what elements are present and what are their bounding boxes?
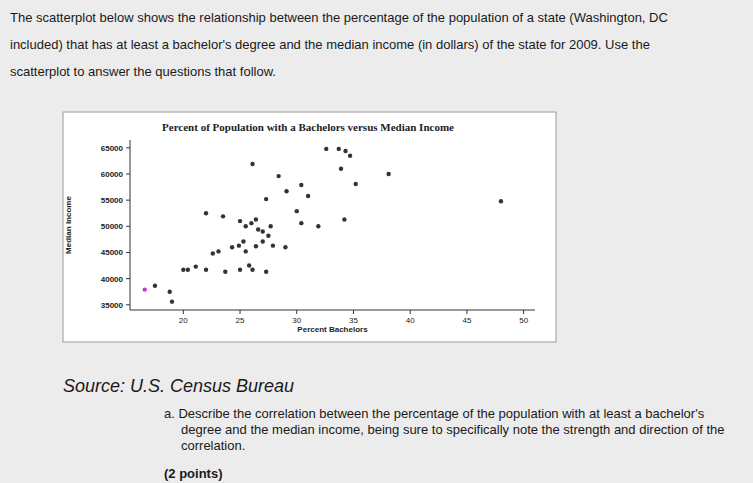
point xyxy=(254,244,258,248)
y-tick xyxy=(126,226,130,227)
point xyxy=(241,239,245,243)
point xyxy=(143,287,147,291)
point xyxy=(204,268,208,272)
page-bg xyxy=(0,0,753,483)
intro-text: included) that has at least a bachelor's… xyxy=(10,37,650,52)
point xyxy=(342,217,346,221)
source: Source: U.S. Census Bureau xyxy=(63,376,294,396)
point xyxy=(295,209,299,213)
point xyxy=(284,189,288,193)
point xyxy=(276,174,280,178)
point xyxy=(186,268,190,272)
y-tick xyxy=(126,200,130,201)
y-tick xyxy=(126,278,130,279)
y-tick xyxy=(126,304,130,305)
points xyxy=(143,147,504,304)
intro-text: The scatterplot below shows the relation… xyxy=(10,10,668,25)
x-tick-label: 20 xyxy=(179,316,188,325)
x-tick-label: 25 xyxy=(236,316,245,325)
point xyxy=(204,211,208,215)
y-tick-label: 45000 xyxy=(101,248,124,257)
y-tick-label: 55000 xyxy=(101,196,124,205)
y-tick-label: 35000 xyxy=(101,301,124,310)
point xyxy=(170,299,174,303)
chart-title: Percent of Population with a Bachelors v… xyxy=(162,121,454,133)
point xyxy=(254,217,258,221)
point xyxy=(250,268,254,272)
x-tick xyxy=(410,310,411,314)
point xyxy=(181,268,185,272)
point xyxy=(230,245,234,249)
point xyxy=(386,172,390,176)
point xyxy=(339,167,343,171)
x-tick-label: 35 xyxy=(349,316,358,325)
x-tick xyxy=(240,310,241,314)
x-label: Percent Bachelors xyxy=(297,325,368,334)
x-tick-label: 45 xyxy=(462,316,471,325)
point xyxy=(238,268,242,272)
y-tick xyxy=(126,252,130,253)
point xyxy=(348,153,352,157)
point xyxy=(316,224,320,228)
chart-box xyxy=(63,112,556,342)
point xyxy=(264,197,268,201)
point xyxy=(343,149,347,153)
point xyxy=(337,147,341,151)
point xyxy=(194,264,198,268)
point xyxy=(299,183,303,187)
point xyxy=(271,243,275,247)
y-label: Median Income xyxy=(64,196,73,254)
point xyxy=(306,194,310,198)
x-tick xyxy=(466,310,467,314)
question-text: a. Describe the correlation between the … xyxy=(164,406,705,421)
point xyxy=(247,263,251,267)
point xyxy=(266,234,270,238)
x-tick-label: 40 xyxy=(406,316,415,325)
point xyxy=(244,249,248,253)
point xyxy=(237,243,241,247)
x-tick xyxy=(523,310,524,314)
point xyxy=(238,219,242,223)
x-tick-label: 30 xyxy=(292,316,301,325)
y-tick-label: 60000 xyxy=(101,170,124,179)
point xyxy=(249,221,253,225)
point xyxy=(256,227,260,231)
question-text: correlation. xyxy=(181,438,245,453)
x-tick xyxy=(183,310,184,314)
point xyxy=(223,270,227,274)
point xyxy=(354,182,358,186)
point xyxy=(221,214,225,218)
point xyxy=(168,289,172,293)
y-tick-label: 65000 xyxy=(101,144,124,153)
y-tick xyxy=(126,174,130,175)
points-label: (2 points) xyxy=(164,466,223,481)
question-text: degree and the median income, being sure… xyxy=(181,422,724,437)
x-axis xyxy=(130,310,535,311)
point xyxy=(299,221,303,225)
y-tick xyxy=(126,147,130,148)
point xyxy=(153,283,157,287)
point xyxy=(324,147,328,151)
point xyxy=(283,245,287,249)
y-axis xyxy=(130,140,131,310)
point xyxy=(499,199,503,203)
x-tick xyxy=(353,310,354,314)
point xyxy=(244,224,248,228)
intro-text: scatterplot to answer the questions that… xyxy=(10,64,276,79)
point xyxy=(268,224,272,228)
y-tick-label: 40000 xyxy=(101,275,124,284)
point xyxy=(264,270,268,274)
y-tick-label: 50000 xyxy=(101,222,124,231)
x-tick-label: 50 xyxy=(519,316,528,325)
point xyxy=(261,239,265,243)
point xyxy=(250,162,254,166)
point xyxy=(211,251,215,255)
x-tick xyxy=(296,310,297,314)
point xyxy=(261,229,265,233)
point xyxy=(216,249,220,253)
